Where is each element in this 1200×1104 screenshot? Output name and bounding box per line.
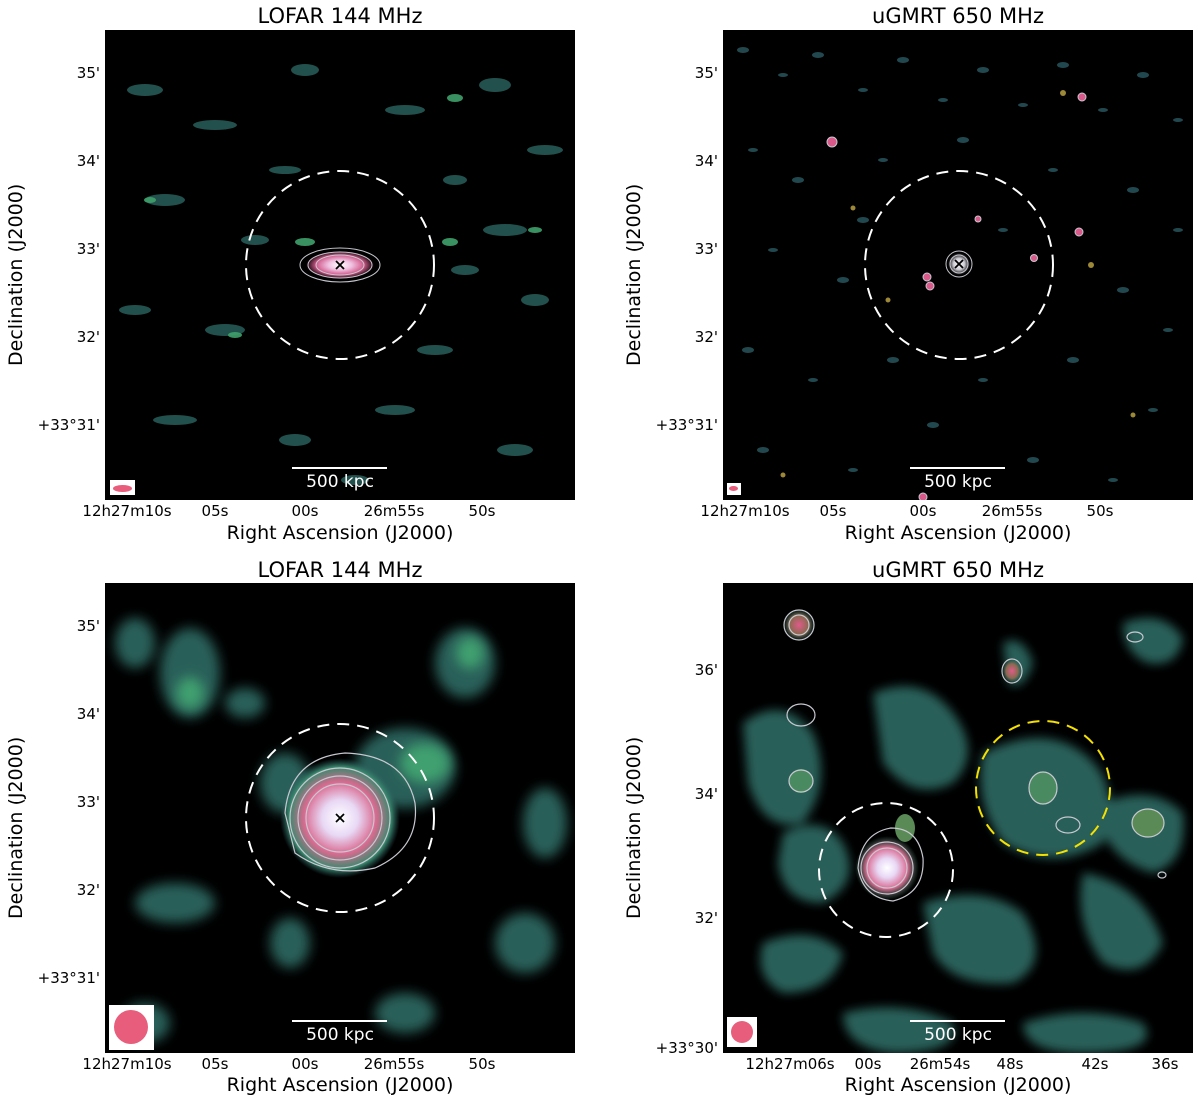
emission-peaks (780, 90, 1136, 478)
noise-field (119, 64, 563, 485)
xtick: 26m55s (363, 1055, 425, 1073)
xtick: 50s (468, 1055, 496, 1073)
ytick: 32' (76, 328, 100, 346)
x-axis-label: Right Ascension (J2000) (844, 1074, 1072, 1096)
scalebar-label: 500 kpc (306, 472, 374, 492)
xtick: 00s (909, 502, 937, 520)
y-axis-label: Declination (J2000) (623, 736, 645, 919)
xtick: 05s (201, 502, 229, 520)
scalebar-line (292, 467, 387, 469)
contours (299, 247, 381, 283)
emission-peaks (144, 94, 542, 338)
central-source (855, 836, 919, 900)
x-axis-label: Right Ascension (J2000) (844, 522, 1072, 544)
ytick: +33°30' (655, 1039, 718, 1057)
y-axis-label: Declination (J2000) (5, 183, 27, 366)
ytick: +33°31' (655, 416, 718, 434)
ytick: 35' (76, 617, 100, 635)
compact-sources (826, 92, 1087, 500)
panel-title: LOFAR 144 MHz (257, 558, 423, 582)
radio-emission-map (737, 47, 1183, 500)
ytick: 32' (76, 881, 100, 899)
xtick: 26m54s (909, 1055, 971, 1073)
beam-ellipse (731, 1021, 753, 1043)
radio-emission-map (743, 609, 1184, 1053)
aperture-circle (818, 802, 954, 938)
emission-peaks (176, 637, 484, 783)
xtick: 12h27m10s (700, 502, 790, 520)
ytick: 35' (694, 64, 718, 82)
diffuse-emission (743, 618, 1184, 1053)
cross-marker (335, 260, 345, 270)
ytick: +33°31' (37, 416, 100, 434)
cross-marker (335, 813, 345, 823)
xtick: 12h27m10s (82, 1055, 172, 1073)
xtick: 26m55s (981, 502, 1043, 520)
contours (945, 250, 973, 278)
contours (284, 752, 417, 872)
highlight-circle (975, 720, 1111, 856)
xtick: 05s (819, 502, 847, 520)
aperture-circle (245, 170, 435, 360)
panel-title: uGMRT 650 MHz (872, 4, 1044, 28)
scalebar-label: 500 kpc (924, 1025, 992, 1045)
y-axis-label: Declination (J2000) (623, 183, 645, 366)
scalebar-label: 500 kpc (924, 472, 992, 492)
contours (783, 609, 1167, 902)
xtick: 26m55s (363, 502, 425, 520)
xtick: 48s (996, 1055, 1024, 1073)
xtick: 36s (1151, 1055, 1179, 1073)
ytick: 34' (76, 152, 100, 170)
radio-emission-map (119, 64, 563, 485)
radio-image: 500 kpc (105, 583, 575, 1053)
y-axis-label: Declination (J2000) (5, 736, 27, 919)
ytick: 33' (76, 793, 100, 811)
xtick: 12h27m10s (82, 502, 172, 520)
xtick: 50s (468, 502, 496, 520)
xtick: 00s (854, 1055, 882, 1073)
beam-ellipse (729, 486, 738, 491)
scalebar-label: 500 kpc (306, 1025, 374, 1045)
ytick: 33' (694, 240, 718, 258)
scalebar-line (910, 467, 1005, 469)
cross-marker (954, 259, 964, 269)
xtick: 05s (201, 1055, 229, 1073)
radio-image: 500 kpc (105, 30, 575, 500)
ytick: 36' (694, 661, 718, 679)
beam-ellipse (113, 485, 132, 492)
beam-ellipse (114, 1010, 148, 1044)
ytick: 32' (694, 909, 718, 927)
aperture-circle (245, 723, 435, 913)
panel-title: uGMRT 650 MHz (872, 558, 1044, 582)
xtick: 12h27m06s (745, 1055, 835, 1073)
scalebar-line (292, 1020, 387, 1022)
aperture-circle (864, 170, 1054, 360)
xtick: 00s (291, 502, 319, 520)
radio-emission-map (115, 618, 567, 1043)
scalebar-line (910, 1020, 1005, 1022)
ytick: +33°31' (37, 969, 100, 987)
ytick: 35' (76, 64, 100, 82)
compact-sources (783, 609, 1164, 842)
radio-image: 500 kpc (723, 30, 1193, 500)
ytick: 34' (694, 152, 718, 170)
xtick: 50s (1086, 502, 1114, 520)
ytick: 33' (76, 240, 100, 258)
panel-title: LOFAR 144 MHz (257, 4, 423, 28)
radio-image: 500 kpc (723, 583, 1193, 1053)
ytick: 34' (76, 705, 100, 723)
x-axis-label: Right Ascension (J2000) (226, 1074, 454, 1096)
ytick: 34' (694, 785, 718, 803)
x-axis-label: Right Ascension (J2000) (226, 522, 454, 544)
xtick: 00s (291, 1055, 319, 1073)
xtick: 42s (1081, 1055, 1109, 1073)
noise-field (737, 47, 1183, 482)
ytick: 32' (694, 328, 718, 346)
